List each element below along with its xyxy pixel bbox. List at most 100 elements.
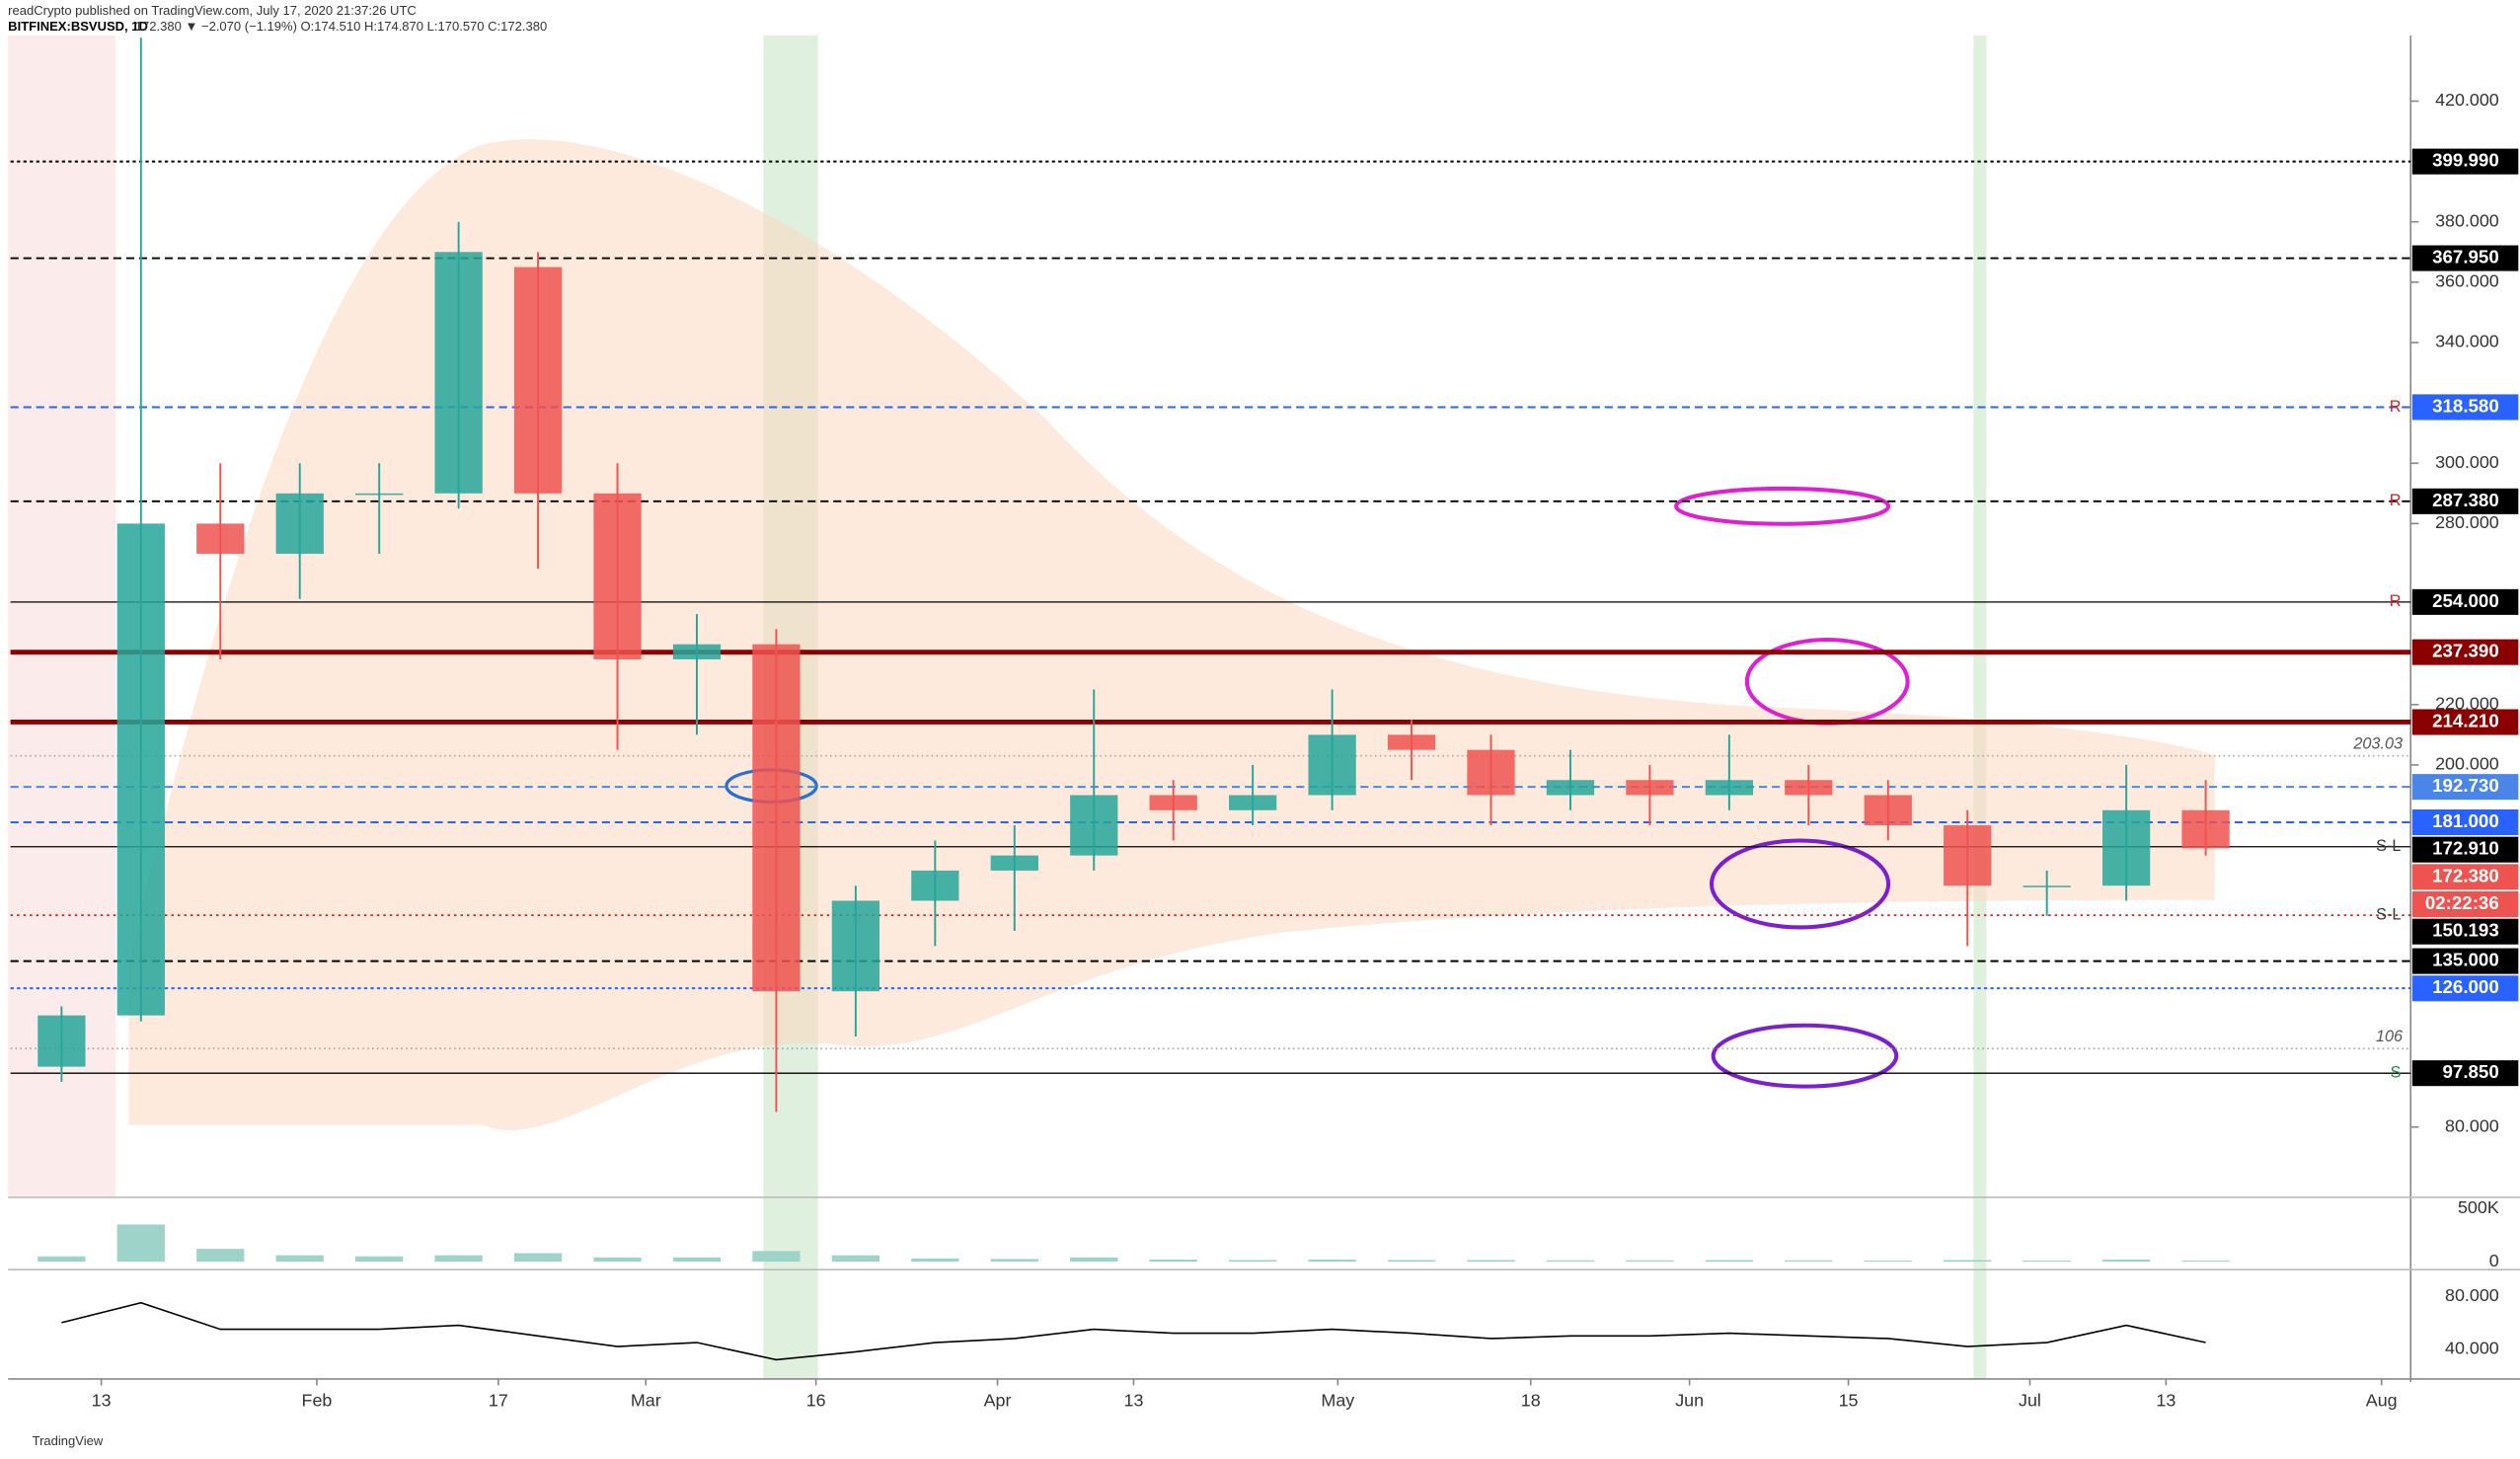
x-tick-label: 13: [92, 1390, 112, 1410]
rsi-tick-label: 80.000: [2445, 1285, 2499, 1305]
volume-bar: [2023, 1260, 2071, 1263]
price-label: 172.910: [2432, 838, 2499, 859]
candle-body: [513, 267, 563, 494]
x-tick-label: 18: [1521, 1390, 1541, 1410]
volume-bar: [116, 1224, 165, 1263]
price-label-box: [2411, 709, 2519, 735]
footer-logo: TradingView: [33, 1433, 104, 1448]
volume-bar: [1308, 1259, 1356, 1263]
price-label-box: [2411, 948, 2519, 974]
volume-bar: [1070, 1257, 1118, 1263]
price-label: 318.580: [2432, 395, 2499, 416]
price-label-box: [2411, 245, 2519, 271]
volume-bar: [1387, 1260, 1436, 1263]
candle-body: [1467, 749, 1515, 796]
price-label: 135.000: [2432, 950, 2499, 970]
price-line-tag: R: [2390, 398, 2402, 416]
price-line-tag: R: [2390, 492, 2402, 509]
volume-bar: [2181, 1260, 2230, 1263]
price-label-box: [2411, 975, 2519, 1002]
x-tick-label: May: [1321, 1390, 1354, 1410]
marked-level-label: 203.03: [2352, 735, 2403, 753]
highlight-band: [1973, 35, 1987, 1379]
price-label-box: [2411, 918, 2519, 945]
price-label-box: [2411, 394, 2519, 421]
volume-bar: [1785, 1260, 1833, 1263]
volume-tick-label: 500K: [2458, 1197, 2499, 1217]
candle-body: [831, 900, 880, 992]
price-label-box: [2411, 774, 2519, 801]
y-tick-label: 280.000: [2435, 512, 2499, 532]
candle-body: [911, 870, 959, 901]
candle-body: [1864, 795, 1912, 826]
price-label: 254.000: [2432, 590, 2499, 611]
candle-body: [2101, 809, 2151, 886]
y-tick-label: 360.000: [2435, 271, 2499, 291]
price-label: 237.390: [2432, 641, 2499, 661]
annotation-circle: [1711, 1023, 1899, 1089]
volume-bar: [38, 1256, 86, 1263]
candle-body: [196, 523, 245, 554]
candle-body: [593, 493, 642, 659]
x-tick-label: Jun: [1675, 1390, 1704, 1410]
rsi-tick-label: 40.000: [2445, 1338, 2499, 1357]
volume-bar: [990, 1259, 1038, 1263]
volume-bar: [2101, 1259, 2151, 1263]
candle-body: [752, 644, 801, 992]
price-label: 192.730: [2432, 775, 2499, 796]
price-label-box: [2411, 891, 2519, 918]
volume-bar: [355, 1256, 404, 1263]
x-tick-label: Feb: [302, 1390, 333, 1410]
candle-body: [2023, 885, 2071, 887]
ohlc-legend: 172.380 ▼ −2.070 (−1.19%) O:174.510 H:17…: [135, 19, 547, 34]
volume-bar: [513, 1253, 563, 1263]
annotation-circle: [1674, 486, 1891, 526]
candle-body: [1785, 780, 1833, 796]
x-tick-label: 16: [806, 1390, 826, 1410]
price-label: 126.000: [2432, 976, 2499, 997]
price-label: 214.210: [2432, 710, 2499, 730]
price-line-tag: R: [2390, 592, 2402, 610]
volume-bar: [434, 1255, 483, 1263]
candle-body: [1387, 734, 1436, 750]
volume-bar: [1864, 1260, 1912, 1263]
volume-bar: [752, 1251, 801, 1263]
price-line-tag: S-L: [2376, 905, 2401, 923]
price-label: 150.193: [2432, 920, 2499, 941]
price-label-box: [2411, 488, 2519, 514]
price-label: 97.850: [2443, 1061, 2499, 1082]
volume-bar: [911, 1258, 959, 1263]
volume-bar: [275, 1255, 324, 1263]
volume-bar: [672, 1257, 722, 1263]
volume-bar: [1944, 1260, 1992, 1263]
price-label: 02:22:36: [2425, 892, 2499, 913]
price-label-box: [2411, 148, 2519, 175]
price-label: 181.000: [2432, 810, 2499, 831]
y-tick-label: 300.000: [2435, 452, 2499, 472]
candle-body: [1944, 825, 1992, 886]
price-label-box: [2411, 808, 2519, 836]
volume-tick-label: 0: [2489, 1251, 2499, 1270]
x-tick-label: Jul: [2019, 1390, 2041, 1410]
y-tick-label: 80.000: [2445, 1115, 2499, 1135]
candle-body: [2181, 809, 2230, 849]
x-tick-label: Apr: [984, 1390, 1012, 1410]
price-label: 172.380: [2432, 865, 2499, 885]
volume-bar: [1467, 1260, 1515, 1263]
price-line-tag: S-L: [2376, 837, 2401, 855]
rsi-line: [61, 1301, 2206, 1361]
candle-body: [434, 252, 483, 494]
candle-body: [275, 493, 324, 554]
candle-body: [990, 855, 1038, 871]
price-label-box: [2411, 588, 2519, 615]
x-tick-label: Mar: [631, 1390, 661, 1410]
x-tick-label: 15: [1839, 1390, 1859, 1410]
volume-bar: [593, 1257, 642, 1263]
y-tick-label: 200.000: [2435, 754, 2499, 774]
y-tick-label: 420.000: [2435, 90, 2499, 110]
annotation-circle: [1709, 838, 1891, 930]
volume-bar: [1229, 1260, 1277, 1263]
y-tick-label: 380.000: [2435, 210, 2499, 230]
